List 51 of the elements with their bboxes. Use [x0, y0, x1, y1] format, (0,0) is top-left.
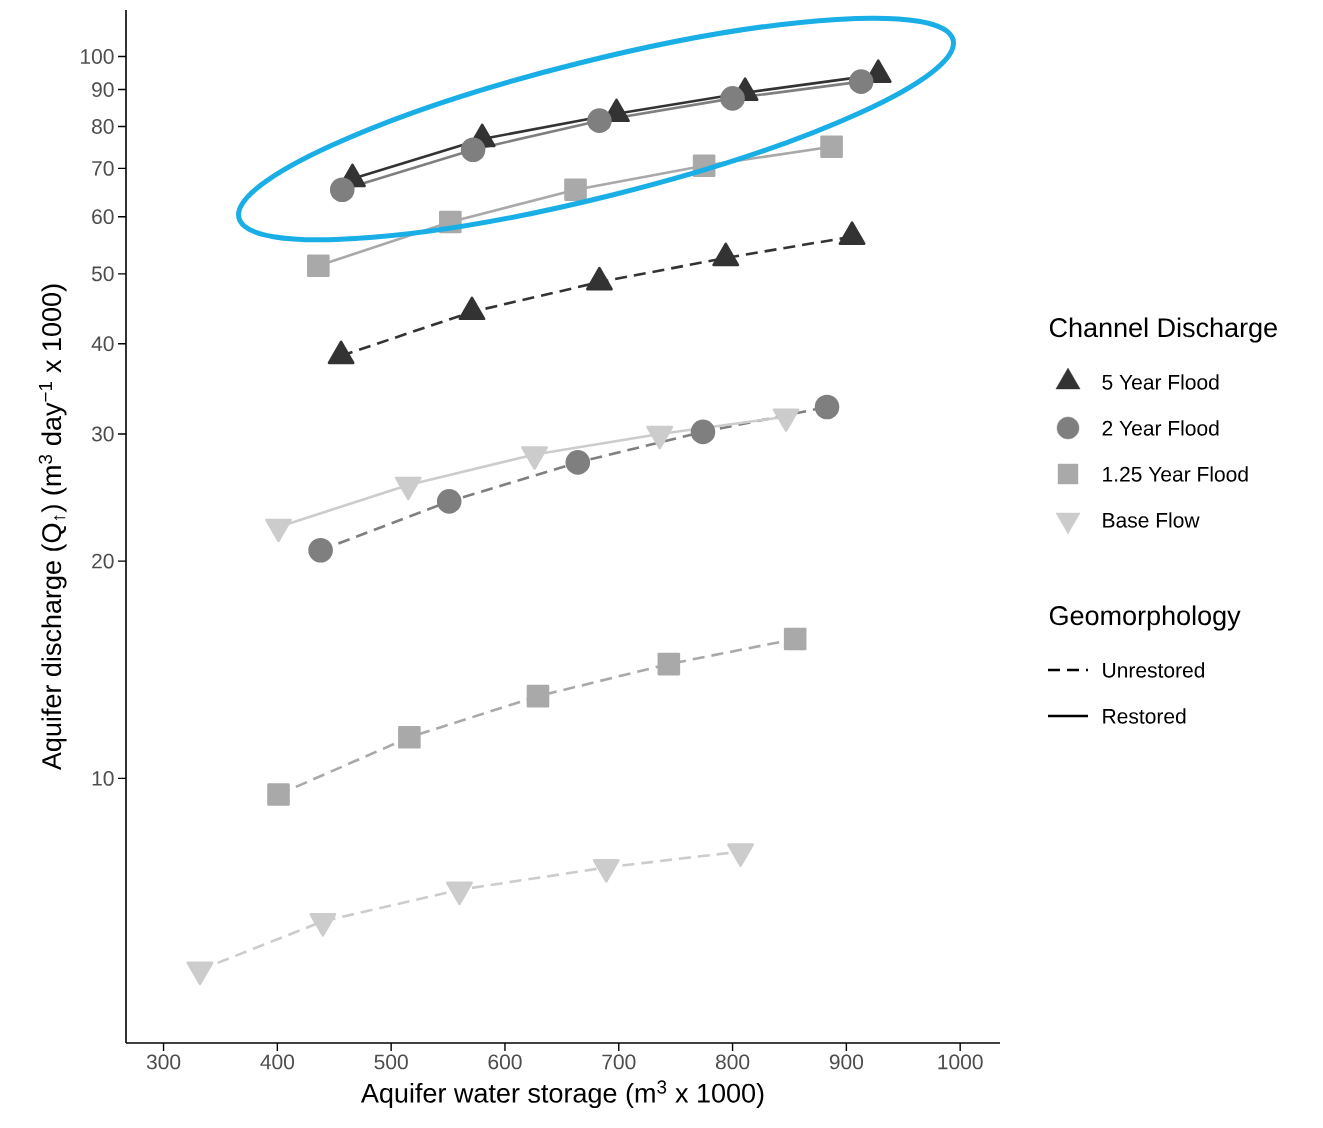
legend-label: 2 Year Flood — [1102, 420, 1219, 436]
point — [308, 538, 333, 563]
point — [592, 859, 620, 883]
legend-label: 1.25 Year Flood — [1103, 466, 1248, 482]
x-tick-label: 400 — [260, 1054, 295, 1070]
y-tick-label: 40 — [91, 336, 114, 352]
point — [446, 881, 473, 906]
point — [720, 86, 745, 111]
y-axis-title: Aquifer discharge (Q$_{↑}$) (m$^{3}$ day$^{−1}$ x 1000) — [38, 284, 67, 771]
point — [727, 843, 754, 867]
text: Restored — [1103, 708, 1186, 724]
point — [436, 489, 462, 514]
point — [307, 254, 330, 278]
legend-label: Base Flow — [1103, 512, 1200, 528]
y-tick-label: 10 — [92, 770, 114, 786]
y-tick-label: 60 — [92, 209, 114, 225]
point — [267, 783, 290, 806]
y-tick-label: 70 — [92, 160, 114, 176]
point — [690, 419, 716, 445]
point — [309, 912, 337, 937]
y-tick-label: 20 — [92, 553, 114, 569]
x-axis-title: Aquifer water storage (m$^{3}$ x 1000) — [360, 1080, 764, 1109]
x-tick-label: 500 — [374, 1054, 408, 1070]
x-tick-label: 700 — [602, 1054, 636, 1070]
point — [564, 178, 587, 201]
y-tick-label: 50 — [91, 266, 114, 282]
point — [329, 177, 355, 202]
point — [526, 684, 550, 708]
y-tick-label: 100 — [81, 49, 114, 64]
point — [565, 450, 591, 475]
x-tick-label: 1000 — [938, 1054, 983, 1070]
point — [587, 108, 612, 133]
legend-label: 5 Year Flood — [1102, 374, 1219, 390]
point — [186, 961, 214, 986]
y-tick-label: 80 — [92, 119, 114, 134]
point — [820, 135, 843, 159]
x-tick-label: 300 — [146, 1054, 181, 1070]
x-tick-label: 800 — [715, 1054, 750, 1070]
y-tick-label: 90 — [92, 82, 114, 97]
point — [783, 627, 807, 651]
x-tick-label: 600 — [488, 1054, 522, 1070]
point — [814, 394, 840, 420]
text: Geomorphology — [1049, 605, 1241, 631]
x-tick-label: 900 — [829, 1054, 864, 1070]
y-tick-label: 30 — [91, 426, 114, 442]
text: Unrestored — [1103, 662, 1205, 678]
point — [398, 726, 421, 749]
point — [460, 137, 486, 162]
legend-title: Channel Discharge — [1049, 317, 1277, 343]
point — [657, 652, 681, 676]
point — [848, 69, 874, 94]
